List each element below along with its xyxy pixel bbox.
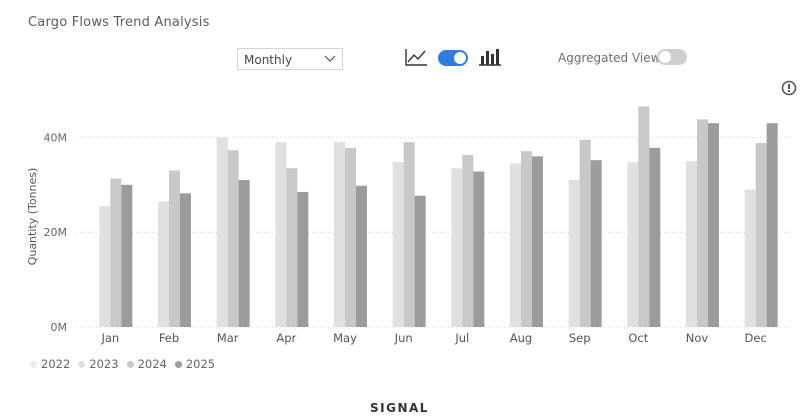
- legend-label: 2022: [41, 357, 71, 371]
- x-tick-label: Aug: [510, 331, 532, 345]
- legend-swatch: [126, 360, 134, 368]
- x-tick-label: Oct: [628, 331, 648, 345]
- x-tick-label: Nov: [686, 331, 709, 345]
- bar-2023-mar: [216, 137, 228, 327]
- legend-swatch: [30, 360, 37, 368]
- bar-2025-jul: [473, 171, 485, 327]
- bar-2025-nov: [708, 123, 719, 328]
- bar-2024-jan: [110, 178, 122, 327]
- x-tick-label: Apr: [276, 331, 296, 345]
- chart-legend: 2022 2023 2024 2025: [30, 357, 215, 371]
- chart-title: Cargo Flows Trend Analysis: [28, 15, 210, 30]
- bar-2025-may: [356, 185, 367, 327]
- legend-swatch: [78, 360, 86, 368]
- x-tick-label: Dec: [745, 331, 767, 345]
- legend-item-2022[interactable]: 2022: [30, 357, 70, 371]
- bar-2024-may: [345, 147, 356, 327]
- legend-item-2023[interactable]: 2023: [78, 357, 119, 371]
- period-select[interactable]: Monthly: [237, 48, 343, 70]
- line-chart-icon[interactable]: [404, 47, 428, 67]
- x-tick-label: Sep: [569, 331, 591, 345]
- y-tick-label: 40M: [44, 131, 68, 144]
- bar-2024-aug: [521, 151, 532, 327]
- bar-2025-feb: [180, 193, 191, 327]
- x-tick-label: Jan: [100, 331, 119, 345]
- bar-2023-dec: [744, 189, 756, 327]
- period-select-value: Monthly: [244, 53, 293, 67]
- bar-2023-jan: [99, 206, 111, 327]
- signal-logo: SIGNAL: [370, 401, 429, 415]
- bar-2024-dec: [755, 143, 767, 327]
- bar-2025-mar: [238, 180, 250, 327]
- bar-2023-feb: [158, 201, 169, 327]
- chevron-down-icon: [324, 55, 336, 62]
- x-tick-label: Jun: [394, 331, 413, 345]
- bar-2025-jan: [121, 184, 133, 327]
- aggregated-view-label: Aggregated View: [558, 51, 661, 65]
- bar-2023-apr: [275, 142, 287, 327]
- legend-item-2024[interactable]: 2024: [126, 357, 167, 371]
- bar-2024-nov: [697, 119, 708, 327]
- bar-2025-aug: [532, 156, 543, 327]
- bar-2023-sep: [568, 180, 580, 327]
- chart-view-toggle[interactable]: [438, 50, 468, 66]
- bar-2025-oct: [649, 147, 661, 327]
- bar-2024-apr: [286, 168, 298, 327]
- legend-item-2025[interactable]: 2025: [174, 357, 216, 371]
- bar-2024-jul: [462, 154, 474, 327]
- bar-2024-feb: [169, 170, 180, 327]
- legend-label: 2025: [185, 357, 216, 371]
- legend-label: 2023: [89, 357, 119, 371]
- bar-2025-sep: [590, 160, 602, 327]
- y-tick-label: 20M: [44, 226, 68, 239]
- legend-label: 2024: [137, 357, 167, 371]
- info-icon[interactable]: [781, 80, 797, 96]
- bar-chart-icon[interactable]: [478, 47, 502, 67]
- bar-2024-sep: [579, 139, 591, 327]
- bar-2023-jul: [451, 168, 463, 327]
- y-axis-label: Quantity (Tonnes): [26, 168, 39, 266]
- x-tick-label: Jul: [454, 331, 469, 345]
- toggle-knob: [659, 51, 671, 63]
- bar-2024-jun: [403, 142, 415, 327]
- bar-2024-oct: [638, 106, 650, 327]
- toggle-knob: [454, 52, 466, 64]
- bar-2023-oct: [627, 162, 639, 327]
- bar-2023-may: [334, 142, 345, 327]
- x-tick-label: Feb: [159, 331, 179, 345]
- bar-2025-jun: [414, 195, 426, 327]
- bar-2023-aug: [510, 163, 521, 327]
- y-tick-label: 0M: [51, 321, 68, 334]
- bar-2025-apr: [297, 191, 309, 327]
- legend-swatch: [174, 360, 182, 368]
- bar-2023-jun: [392, 162, 404, 327]
- x-tick-label: Mar: [217, 331, 239, 345]
- x-tick-label: May: [333, 331, 357, 345]
- bar-2025-dec: [766, 123, 778, 328]
- bar-2024-mar: [227, 150, 239, 327]
- bar-2023-nov: [686, 161, 697, 327]
- aggregated-view-toggle[interactable]: [657, 49, 687, 65]
